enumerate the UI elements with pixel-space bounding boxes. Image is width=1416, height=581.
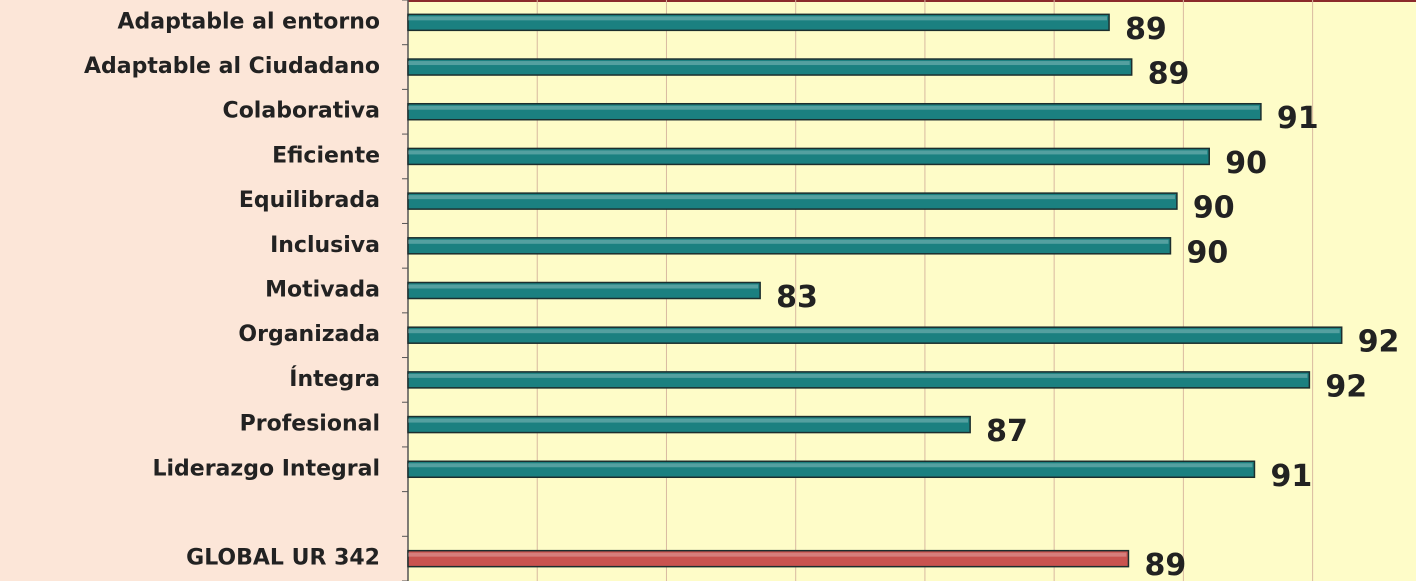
data-label: 89 — [1148, 57, 1190, 92]
y-tick-label: Organizada — [238, 322, 380, 347]
bar — [407, 58, 1133, 76]
y-tick-label: GLOBAL UR 342 — [186, 546, 380, 571]
bar-highlight — [408, 329, 1340, 334]
data-label: 91 — [1277, 101, 1319, 136]
data-label: 92 — [1358, 325, 1400, 360]
bar-highlight — [408, 552, 1127, 557]
y-tick-label: Colaborativa — [223, 99, 380, 124]
bar-highlight — [408, 150, 1208, 155]
bar — [407, 192, 1178, 210]
bar — [407, 371, 1311, 389]
data-label: 87 — [986, 414, 1028, 449]
bar — [407, 281, 761, 300]
data-label: 90 — [1193, 191, 1235, 226]
y-tick-label: Liderazgo Integral — [152, 456, 380, 481]
bar-highlight — [408, 463, 1253, 468]
bar — [407, 460, 1256, 479]
label-panel — [0, 0, 408, 581]
bar-highlight — [408, 239, 1169, 244]
y-tick-label: Motivada — [265, 278, 380, 303]
data-label: 91 — [1270, 459, 1312, 494]
bar-highlight — [408, 105, 1259, 110]
y-tick-label: Íntegra — [289, 366, 380, 392]
y-tick-label: Inclusiva — [270, 233, 380, 258]
data-label: 90 — [1186, 235, 1228, 270]
y-tick-label: Eficiente — [272, 143, 380, 168]
y-tick-label: Adaptable al entorno — [118, 9, 381, 34]
bar — [407, 326, 1343, 344]
y-tick-label: Profesional — [240, 412, 380, 437]
bar — [407, 102, 1262, 121]
bar — [407, 13, 1110, 32]
bar — [407, 415, 971, 434]
bar-highlight — [408, 195, 1175, 200]
y-tick-label: Equilibrada — [239, 188, 380, 213]
bar-highlight — [408, 284, 759, 289]
bar-highlight — [408, 16, 1108, 21]
bar — [407, 237, 1172, 255]
bar-highlight — [408, 61, 1130, 66]
y-tick-label: Adaptable al Ciudadano — [84, 54, 380, 79]
bar — [407, 147, 1210, 166]
data-label: 92 — [1325, 369, 1367, 404]
data-label: 83 — [776, 280, 818, 315]
bar-highlight — [408, 373, 1308, 378]
data-label: 89 — [1144, 548, 1186, 581]
data-label: 89 — [1125, 12, 1167, 47]
bar — [407, 549, 1130, 568]
bar-highlight — [408, 418, 969, 423]
data-label: 90 — [1225, 146, 1267, 181]
